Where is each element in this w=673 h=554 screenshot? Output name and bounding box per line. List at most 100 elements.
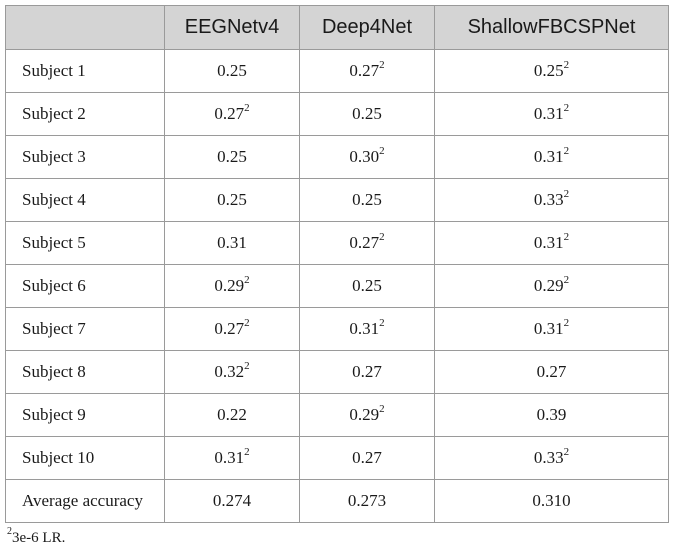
cell-value: 0.29 <box>533 276 564 295</box>
value-cell: 0.274 <box>164 479 300 523</box>
value-cell: 0.302 <box>299 135 435 179</box>
value-cell: 0.22 <box>164 393 300 437</box>
cell-value: 0.39 <box>536 405 567 424</box>
footnote-ref: 2 <box>244 317 250 330</box>
value-cell: 0.292 <box>434 264 669 308</box>
value-cell: 0.25 <box>164 135 300 179</box>
cell-value: 0.27 <box>214 104 245 123</box>
cell-value: 0.274 <box>212 491 252 510</box>
footnote-ref: 2 <box>563 59 570 72</box>
footnote-ref: 2 <box>379 403 385 416</box>
value-cell: 0.272 <box>299 221 435 265</box>
footnote-ref: 2 <box>563 102 570 115</box>
cell-value: 0.27 <box>352 362 382 381</box>
row-label: Subject 4 <box>5 178 165 222</box>
footnote-ref: 2 <box>563 274 570 287</box>
footnote-ref: 2 <box>379 317 385 330</box>
value-cell: 0.310 <box>434 479 669 523</box>
value-cell: 0.273 <box>299 479 435 523</box>
cell-value: 0.31 <box>533 104 564 123</box>
cell-value: 0.29 <box>214 276 245 295</box>
value-cell: 0.25 <box>164 49 300 93</box>
footnote-text: 3e-6 LR. <box>12 530 66 546</box>
footnote-ref: 2 <box>563 145 570 158</box>
value-cell: 0.39 <box>434 393 669 437</box>
cell-value: 0.25 <box>352 104 382 123</box>
footnote-ref: 2 <box>244 360 250 373</box>
value-cell: 0.312 <box>434 92 669 136</box>
results-table: EEGNetv4 Deep4Net ShallowFBCSPNet Subjec… <box>5 5 669 523</box>
value-cell: 0.31 <box>164 221 300 265</box>
footnote-ref: 2 <box>563 446 570 459</box>
value-cell: 0.25 <box>299 92 435 136</box>
cell-value: 0.30 <box>349 147 380 166</box>
row-label: Subject 7 <box>5 307 165 351</box>
value-cell: 0.292 <box>299 393 435 437</box>
row-label: Subject 3 <box>5 135 165 179</box>
footnote-ref: 2 <box>244 102 250 115</box>
value-cell: 0.312 <box>164 436 300 480</box>
cell-value: 0.25 <box>533 61 564 80</box>
footnote-ref: 2 <box>563 188 570 201</box>
cell-value: 0.310 <box>532 491 571 510</box>
cell-value: 0.27 <box>214 319 245 338</box>
cell-value: 0.32 <box>214 362 245 381</box>
cell-value: 0.22 <box>217 405 247 424</box>
table-row: Subject 4 0.25 0.25 0.332 <box>5 178 669 222</box>
cell-value: 0.25 <box>352 276 382 295</box>
cell-value: 0.29 <box>349 405 380 424</box>
table-row: Subject 8 0.322 0.27 0.27 <box>5 350 669 394</box>
cell-value: 0.25 <box>217 61 247 80</box>
cell-value: 0.31 <box>349 319 380 338</box>
table-row: Subject 6 0.292 0.25 0.292 <box>5 264 669 308</box>
table-row: Subject 1 0.25 0.272 0.252 <box>5 49 669 93</box>
header-cell-empty <box>5 5 165 50</box>
footnote-ref: 2 <box>379 145 385 158</box>
row-label: Average accuracy <box>5 479 165 523</box>
value-cell: 0.322 <box>164 350 300 394</box>
row-label: Subject 1 <box>5 49 165 93</box>
value-cell: 0.312 <box>299 307 435 351</box>
value-cell: 0.25 <box>299 264 435 308</box>
header-cell-deep4net: Deep4Net <box>299 5 435 50</box>
cell-value: 0.31 <box>217 233 247 252</box>
value-cell: 0.312 <box>434 135 669 179</box>
table-row: Subject 10 0.312 0.27 0.332 <box>5 436 669 480</box>
cell-value: 0.27 <box>352 448 382 467</box>
value-cell: 0.332 <box>434 436 669 480</box>
header-row: EEGNetv4 Deep4Net ShallowFBCSPNet <box>5 5 669 50</box>
cell-value: 0.25 <box>352 190 382 209</box>
footnote: 23e-6 LR. <box>7 527 66 547</box>
row-label: Subject 6 <box>5 264 165 308</box>
cell-value: 0.33 <box>533 448 564 467</box>
table-row: Subject 7 0.272 0.312 0.312 <box>5 307 669 351</box>
value-cell: 0.25 <box>299 178 435 222</box>
value-cell: 0.27 <box>299 350 435 394</box>
cell-value: 0.31 <box>533 319 564 338</box>
cell-value: 0.27 <box>536 362 567 381</box>
row-label: Subject 9 <box>5 393 165 437</box>
row-label: Subject 10 <box>5 436 165 480</box>
header-cell-shallowfbcspnet: ShallowFBCSPNet <box>434 5 669 50</box>
value-cell: 0.312 <box>434 307 669 351</box>
cell-value: 0.31 <box>214 448 245 467</box>
table-row: Subject 9 0.22 0.292 0.39 <box>5 393 669 437</box>
value-cell: 0.27 <box>434 350 669 394</box>
table-body: Subject 1 0.25 0.272 0.252 Subject 2 0.272 0.2… <box>5 49 669 523</box>
value-cell: 0.25 <box>164 178 300 222</box>
cell-value: 0.27 <box>349 233 380 252</box>
cell-value: 0.33 <box>533 190 564 209</box>
footnote-ref: 2 <box>379 59 385 72</box>
row-label: Subject 5 <box>5 221 165 265</box>
row-label: Subject 8 <box>5 350 165 394</box>
cell-value: 0.31 <box>533 147 564 166</box>
table-header: EEGNetv4 Deep4Net ShallowFBCSPNet <box>5 5 669 50</box>
value-cell: 0.312 <box>434 221 669 265</box>
cell-value: 0.273 <box>347 491 387 510</box>
value-cell: 0.272 <box>164 92 300 136</box>
table-row: Subject 2 0.272 0.25 0.312 <box>5 92 669 136</box>
cell-value: 0.25 <box>217 147 247 166</box>
footnote-marker: 2 <box>7 526 12 537</box>
table-row: Subject 3 0.25 0.302 0.312 <box>5 135 669 179</box>
value-cell: 0.272 <box>299 49 435 93</box>
